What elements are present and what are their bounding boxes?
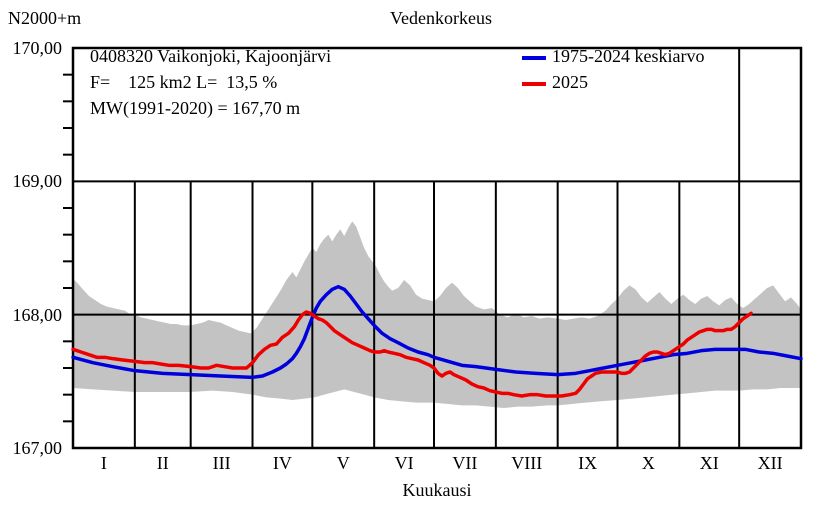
month-label-XII: XII <box>757 453 783 473</box>
legend-line-2025-icon <box>522 82 546 86</box>
y-axis-unit-label: N2000+m <box>8 8 82 28</box>
x-axis-title: Kuukausi <box>402 480 472 500</box>
legend-label-2025: 2025 <box>552 72 588 92</box>
month-label-VII: VII <box>452 453 478 473</box>
month-label-IX: IX <box>578 453 598 473</box>
station-id-name: 0408320 Vaikonjoki, Kajoonjärvi <box>90 46 332 66</box>
month-label-X: X <box>641 453 655 473</box>
month-label-I: I <box>100 453 107 473</box>
month-label-V: V <box>336 453 350 473</box>
month-label-II: II <box>156 453 169 473</box>
y-tick-label: 167,00 <box>12 438 63 458</box>
legend-line-mean-icon <box>522 56 546 60</box>
catchment-area-lake-pct: F= 125 km2 L= 13,5 % <box>90 72 278 92</box>
month-label-III: III <box>212 453 231 473</box>
y-tick-label: 169,00 <box>12 171 63 192</box>
chart-title: Vedenkorkeus <box>390 8 492 28</box>
month-label-VIII: VIII <box>511 453 543 473</box>
legend-label-mean: 1975-2024 keskiarvo <box>552 46 705 66</box>
y-tick-label: 170,00 <box>12 38 63 58</box>
mean-water-level-line: MW(1991-2020) = 167,70 m <box>90 98 301 118</box>
y-tick-label: 168,00 <box>12 304 63 325</box>
month-label-IV: IV <box>272 453 292 473</box>
month-label-XI: XI <box>699 453 719 473</box>
month-label-VI: VI <box>394 453 414 473</box>
